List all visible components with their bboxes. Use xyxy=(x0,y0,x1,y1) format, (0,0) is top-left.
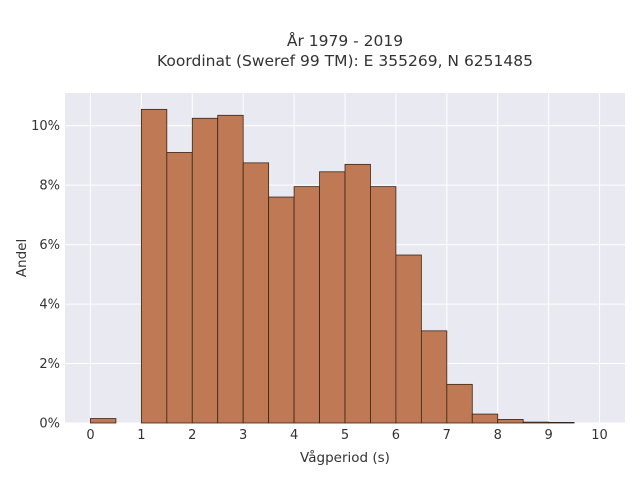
histogram-bar xyxy=(344,163,371,424)
x-tick-label: 9 xyxy=(544,428,552,443)
x-tick-label: 7 xyxy=(443,428,451,443)
histogram-bar xyxy=(446,383,473,424)
y-tick-labels: 0% 2% 4% 6% 8% 10% xyxy=(31,119,60,431)
x-tick-label: 4 xyxy=(290,428,298,443)
x-tick-label: 5 xyxy=(341,428,349,443)
x-tick-label: 3 xyxy=(239,428,247,443)
y-tick-label: 6% xyxy=(39,238,60,253)
bars xyxy=(90,108,575,424)
histogram-bar xyxy=(242,162,270,424)
histogram-bar xyxy=(166,152,193,424)
x-axis-title: Vågperiod (s) xyxy=(300,449,390,466)
x-tick-label: 10 xyxy=(591,428,608,443)
y-tick-label: 2% xyxy=(39,357,60,372)
histogram-bar xyxy=(522,421,550,424)
x-tick-label: 2 xyxy=(188,428,196,443)
histogram-bar xyxy=(395,254,422,424)
y-axis-title: Andel xyxy=(14,239,30,277)
histogram-bar xyxy=(497,419,524,424)
histogram-bar xyxy=(370,186,397,424)
y-tick-label: 4% xyxy=(39,298,60,313)
histogram-bar xyxy=(90,418,117,424)
histogram-bar xyxy=(293,186,320,424)
histogram-bar xyxy=(420,330,448,424)
histogram-bar xyxy=(191,117,219,424)
histogram-bar xyxy=(217,114,244,424)
histogram-bar xyxy=(471,413,499,424)
histogram-bar xyxy=(548,422,575,424)
x-tick-label: 1 xyxy=(137,428,145,443)
y-tick-label: 10% xyxy=(31,119,60,134)
x-tick-label: 8 xyxy=(494,428,502,443)
x-tick-labels: 0 1 2 3 4 5 6 7 8 9 10 xyxy=(86,428,608,443)
chart-title-line-2: Koordinat (Sweref 99 TM): E 355269, N 62… xyxy=(157,52,533,70)
y-tick-label: 8% xyxy=(39,179,60,194)
histogram-bar xyxy=(268,196,295,424)
y-tick-label: 0% xyxy=(39,417,60,432)
chart-title-line-1: År 1979 - 2019 xyxy=(287,31,403,50)
x-tick-label: 6 xyxy=(392,428,400,443)
histogram-bar xyxy=(140,108,168,424)
x-tick-label: 0 xyxy=(86,428,94,443)
histogram-bar xyxy=(319,171,346,424)
